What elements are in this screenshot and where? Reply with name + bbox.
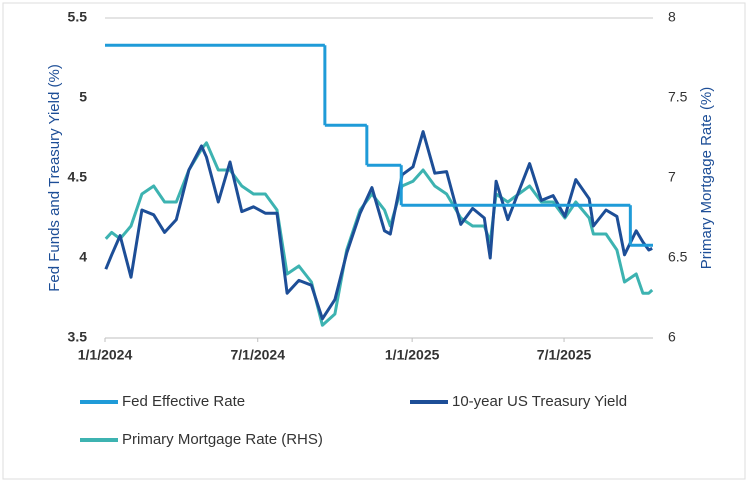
y2-tick-label: 6: [668, 329, 676, 345]
frame: [2, 2, 746, 480]
y2-tick-label: 7: [668, 169, 676, 185]
x-tick-label: 1/1/2024: [78, 347, 133, 363]
y-tick-label: 4.5: [68, 169, 88, 185]
y-tick-label: 4: [79, 249, 87, 265]
y2-tick-label: 7.5: [668, 89, 688, 105]
y-axis-label: Fed Funds and Treasury Yield (%): [46, 64, 63, 292]
y-tick-label: 3.5: [68, 329, 88, 345]
y2-tick-label: 8: [668, 9, 676, 25]
y-tick-label: 5.5: [68, 9, 88, 25]
legend-label: Primary Mortgage Rate (RHS): [122, 431, 323, 448]
y2-axis-label: Primary Mortgage Rate (%): [698, 87, 715, 270]
x-tick-label: 1/1/2025: [385, 347, 440, 363]
x-tick-label: 7/1/2025: [537, 347, 592, 363]
legend-label: Fed Effective Rate: [122, 393, 245, 410]
y2-tick-label: 6.5: [668, 249, 688, 265]
series-line: [104, 130, 653, 321]
legend-label: 10-year US Treasury Yield: [452, 393, 627, 410]
y-tick-label: 5: [79, 89, 87, 105]
x-tick-label: 7/1/2024: [230, 347, 285, 363]
